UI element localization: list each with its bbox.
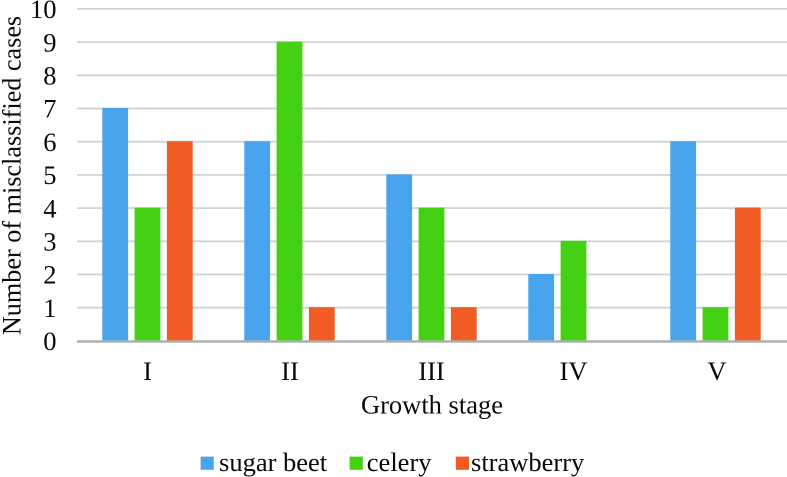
svg-text:III: III (418, 356, 444, 386)
svg-text:4: 4 (43, 193, 56, 223)
svg-text:I: I (143, 356, 152, 386)
svg-text:V: V (707, 356, 726, 386)
svg-text:II: II (281, 356, 299, 386)
svg-text:Growth stage: Growth stage (361, 390, 503, 420)
svg-text:sugar beet: sugar beet (219, 447, 328, 477)
svg-text:6: 6 (43, 127, 56, 157)
svg-text:celery: celery (367, 447, 432, 477)
svg-text:5: 5 (43, 160, 56, 190)
svg-text:3: 3 (43, 227, 56, 257)
svg-text:8: 8 (43, 61, 56, 91)
svg-text:IV: IV (560, 356, 588, 386)
svg-text:Number of misclassified cases: Number of misclassified cases (0, 16, 27, 335)
svg-text:7: 7 (43, 94, 56, 124)
svg-text:0: 0 (43, 326, 56, 356)
svg-text:1: 1 (43, 293, 56, 323)
svg-text:10: 10 (30, 0, 57, 24)
svg-text:strawberry: strawberry (471, 447, 585, 477)
svg-text:9: 9 (43, 27, 56, 57)
svg-text:2: 2 (43, 260, 56, 290)
